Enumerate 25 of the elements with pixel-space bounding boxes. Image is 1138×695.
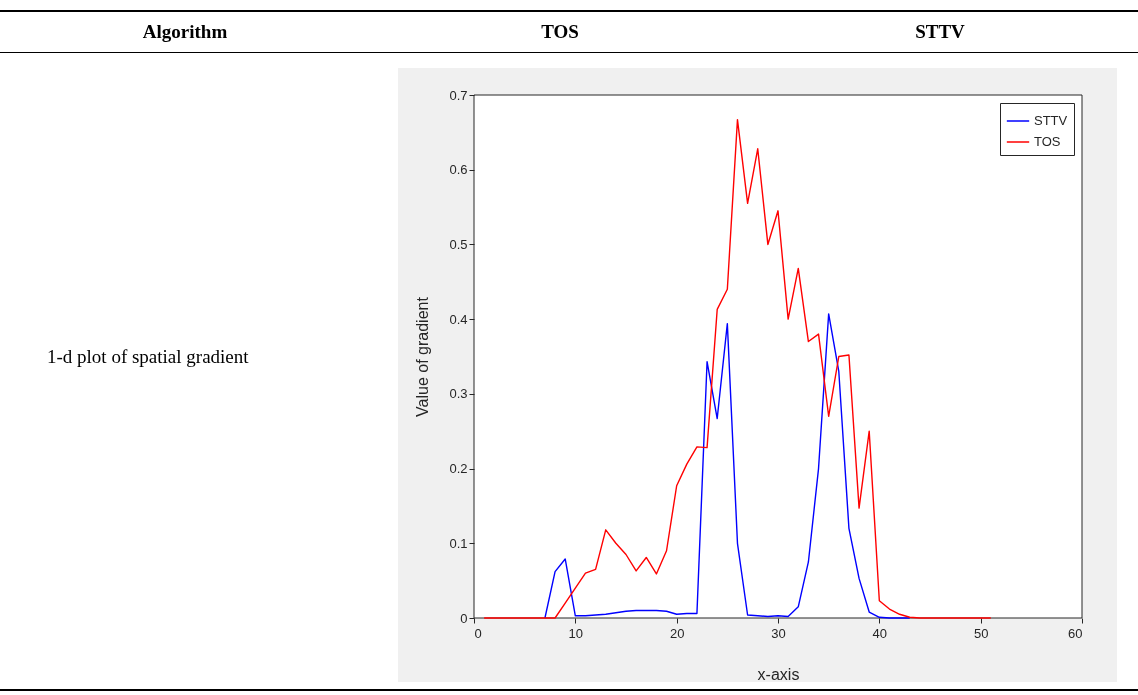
text: TOS [541,21,579,43]
x-tick-label: 10 [568,625,584,641]
x-tick-label: 50 [973,625,989,641]
y-tick-label: 0.2 [449,461,468,477]
x-tick-label: 20 [669,625,685,641]
x-axis-title: x-axis [757,665,800,683]
line-series [483,118,992,619]
y-tick-label: 0.5 [449,236,468,252]
x-tick-label: 60 [1068,625,1083,641]
text: STTV [915,21,965,43]
y-axis-title: Value of gradient [413,296,431,417]
text: 1-d plot of spatial gradient [47,346,249,368]
y-tick-label: 0.7 [449,87,468,103]
y-tick-label: 0.6 [449,162,468,178]
legend-label: STTV [1034,113,1068,128]
legend-label: TOS [1034,134,1061,149]
line-series [544,313,911,619]
x-tick-label: 0 [474,625,482,641]
y-tick-label: 0 [460,610,468,626]
text: Algorithm [142,21,228,43]
x-tick-label: 30 [771,625,786,641]
x-tick-label: 40 [872,625,888,641]
y-tick-label: 0.4 [449,311,468,327]
y-tick-label: 0.3 [449,386,468,402]
y-tick-label: 0.1 [449,535,468,551]
